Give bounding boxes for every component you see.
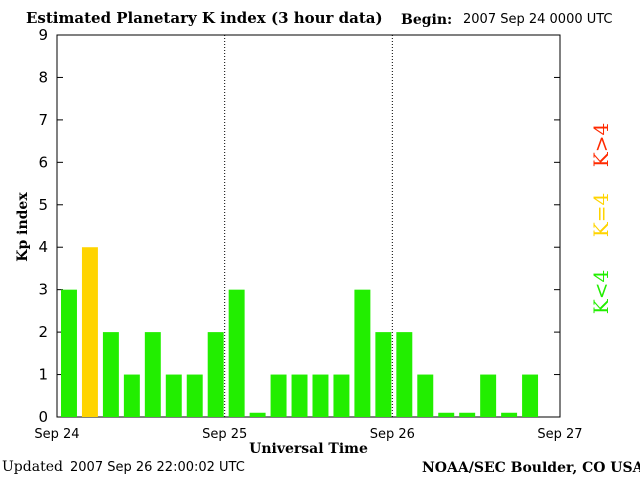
kp-bar: [396, 332, 413, 417]
y-tick-label: 0: [38, 408, 48, 426]
credit: NOAA/SEC Boulder, CO USA: [422, 460, 640, 476]
kp-bar: [102, 332, 119, 417]
y-tick-label: 1: [38, 366, 48, 384]
chart-title: Estimated Planetary K index (3 hour data…: [26, 9, 383, 27]
y-tick-label: 9: [38, 26, 48, 44]
x-axis-label: Universal Time: [249, 441, 368, 457]
legend-entry: K=4: [589, 193, 613, 237]
x-tick-label: Sep 24: [34, 427, 79, 442]
kp-bar: [270, 374, 287, 417]
kp-bar: [123, 374, 140, 417]
y-tick-label: 6: [38, 153, 48, 171]
kp-bar: [459, 412, 476, 417]
kp-bar: [501, 412, 518, 417]
kp-bar: [291, 374, 308, 417]
kp-bar: [144, 332, 161, 417]
kp-bar: [165, 374, 182, 417]
y-tick-label: 8: [38, 68, 48, 86]
kp-bar: [207, 332, 224, 417]
x-tick-label: Sep 25: [202, 427, 247, 442]
x-tick-label: Sep 26: [370, 427, 415, 442]
kp-bar: [438, 412, 455, 417]
kp-bar: [522, 374, 539, 417]
begin-label: Begin:: [401, 12, 453, 28]
plot-frame: [56, 34, 561, 418]
kp-bar: [249, 412, 266, 417]
x-tick-label: Sep 27: [537, 427, 582, 442]
kp-bar: [417, 374, 434, 417]
legend-entry: K<4: [589, 270, 613, 314]
kp-bar: [312, 374, 329, 417]
y-tick-label: 7: [38, 111, 48, 129]
y-tick-label: 3: [38, 281, 48, 299]
kp-bar: [81, 247, 98, 417]
kp-bar: [354, 289, 371, 417]
kp-bar: [333, 374, 350, 417]
updated-label: Updated: [2, 459, 63, 475]
y-tick-label: 5: [38, 196, 48, 214]
y-axis-label: Kp index: [15, 192, 31, 262]
kp-bar: [61, 289, 77, 417]
kp-bar: [186, 374, 203, 417]
legend-entry: K>4: [589, 123, 613, 167]
y-tick-label: 4: [38, 238, 48, 256]
updated-value: 2007 Sep 26 22:00:02 UTC: [70, 460, 245, 475]
y-tick-label: 2: [38, 323, 48, 341]
kp-bar: [228, 289, 245, 417]
kp-bar: [375, 332, 392, 417]
begin-value: 2007 Sep 24 0000 UTC: [463, 12, 613, 27]
kp-bar: [480, 374, 497, 417]
